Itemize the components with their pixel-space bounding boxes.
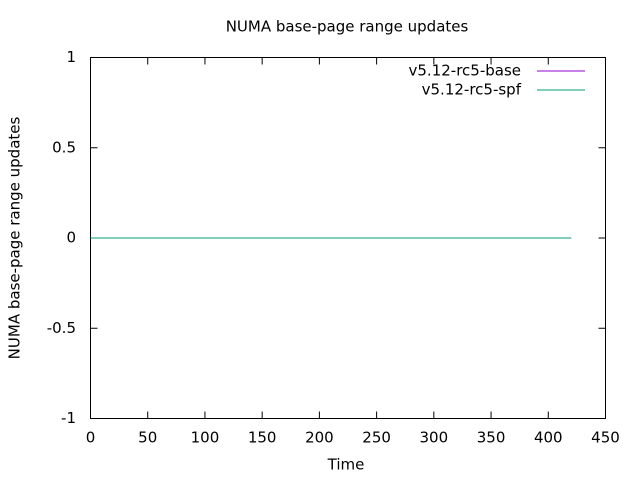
x-tick-label: 50 xyxy=(138,429,157,447)
chart-title: NUMA base-page range updates xyxy=(226,18,469,36)
x-tick-label: 100 xyxy=(191,429,220,447)
legend-label: v5.12-rc5-base xyxy=(409,62,522,80)
y-axis-label: NUMA base-page range updates xyxy=(6,117,24,360)
x-tick-label: 200 xyxy=(305,429,334,447)
x-tick-label: 400 xyxy=(534,429,563,447)
x-axis-label: Time xyxy=(327,456,365,474)
x-tick-label: 0 xyxy=(86,429,96,447)
y-tick-label: 0.5 xyxy=(52,138,76,156)
y-tick-label: 0 xyxy=(66,229,76,247)
x-tick-label: 450 xyxy=(591,429,620,447)
y-tick-label: 1 xyxy=(66,48,76,66)
x-tick-label: 350 xyxy=(477,429,506,447)
legend-label: v5.12-rc5-spf xyxy=(422,81,522,99)
x-tick-label: 250 xyxy=(362,429,391,447)
y-tick-label: -1 xyxy=(61,409,76,427)
y-tick-label: -0.5 xyxy=(47,319,76,337)
x-tick-label: 300 xyxy=(420,429,449,447)
x-tick-label: 150 xyxy=(248,429,277,447)
